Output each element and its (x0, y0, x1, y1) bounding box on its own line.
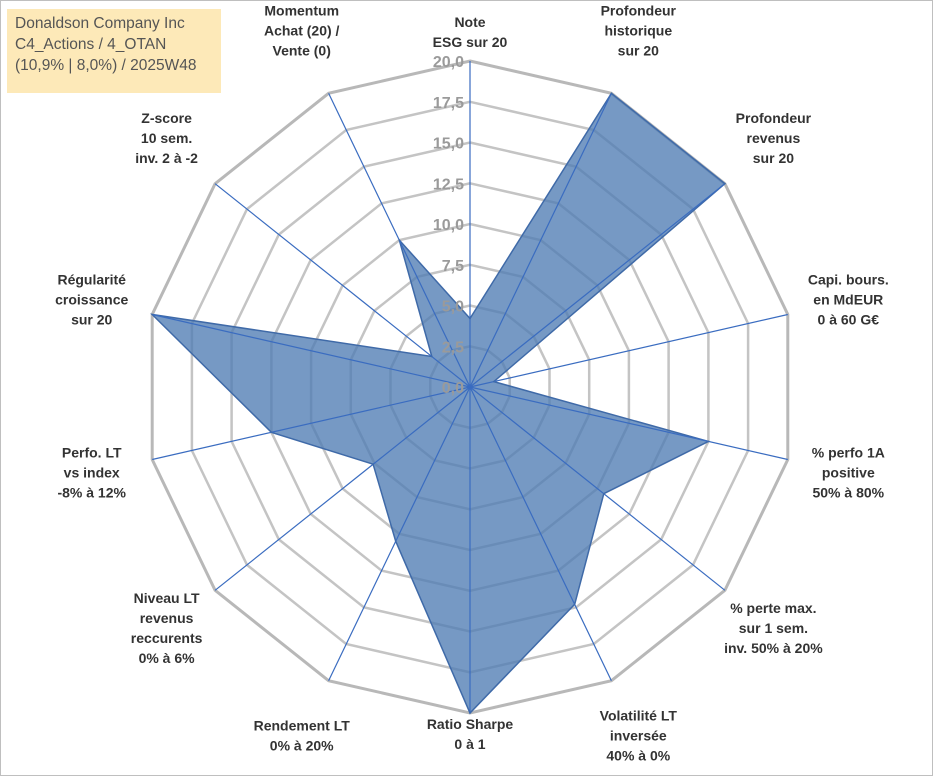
axis-spoke (469, 313, 788, 388)
axis-label-line: historique (604, 22, 672, 38)
axis-label-line: Achat (20) / (264, 22, 340, 38)
category-line: C4_Actions / 4_OTAN (15, 36, 167, 53)
axis-spoke (214, 183, 471, 388)
axis-label-line: sur 1 sem. (739, 620, 808, 636)
axis-label: Ratio Sharpe 0 à 1 (427, 716, 514, 752)
tick-label: 20,0 (433, 54, 464, 71)
axis-label-line: revenus (747, 130, 801, 146)
axis-label: Z-score 10 sem. inv. 2 à -2 (135, 110, 198, 166)
data-point (603, 492, 605, 495)
axis-label-line: 0 à 1 (454, 736, 485, 752)
axis-label: Momentum Achat (20) / Vente (0) (264, 2, 340, 58)
axis-label-line: positive (822, 464, 875, 480)
tick-label: 17,5 (433, 95, 464, 112)
axis-label: Perfo. LT vs index -8% à 12% (57, 444, 126, 500)
axis-label-line: inversée (610, 728, 667, 744)
axis-spoke (469, 93, 612, 388)
info-box: Donaldson Company Inc C4_Actions / 4_OTA… (7, 9, 221, 93)
axis-label-line: 10 sem. (141, 130, 192, 146)
axis-label-line: inv. 2 à -2 (135, 150, 198, 166)
axis-label-line: Niveau LT (134, 590, 200, 606)
data-point (394, 540, 397, 542)
axis-spoke (152, 386, 471, 461)
company-name: Donaldson Company Inc (15, 15, 185, 32)
axis-label-line: Régularité (57, 272, 126, 288)
axis-label-line: 0% à 20% (270, 738, 334, 754)
axis-label: Capi. bours. en MdEUR 0 à 60 G€ (808, 272, 889, 328)
tick-label: 10,0 (433, 217, 464, 234)
axis-label: Rendement LT 0% à 20% (254, 718, 351, 754)
axis-label: % perfo 1A positive 50% à 80% (812, 444, 885, 500)
axis-label-line: Volatilité LT (600, 708, 678, 724)
axis-label-line: Ratio Sharpe (427, 716, 514, 732)
axis-label: Profondeur historique sur 20 (601, 2, 677, 58)
axis-label: Profondeur revenus sur 20 (736, 110, 812, 166)
data-point (493, 380, 495, 383)
tick-label: 12,5 (433, 176, 464, 193)
axis-label-line: % perte max. (730, 600, 816, 616)
axis-label-line: en MdEUR (813, 292, 883, 308)
axis-label-line: 0% à 6% (139, 650, 196, 666)
axis-label-line: sur 20 (753, 150, 794, 166)
tick-label: 5,0 (442, 299, 464, 316)
axis-label-line: croissance (55, 292, 128, 308)
axis-label-line: Z-score (141, 110, 192, 126)
axis-label-line: Momentum (264, 2, 339, 18)
data-point (610, 92, 613, 95)
axis-label-line: Capi. bours. (808, 272, 889, 288)
axis-label-line: Vente (0) (273, 42, 331, 58)
axis-spoke (469, 386, 726, 591)
tick-label: 0,0 (442, 380, 464, 397)
tick-label: 15,0 (433, 136, 464, 153)
axis-label-line: 40% à 0% (606, 748, 670, 764)
axis-spoke (469, 386, 788, 461)
tick-label: 7,5 (442, 258, 464, 275)
axis-spoke (469, 386, 612, 681)
axis-label-line: inv. 50% à 20% (724, 640, 823, 656)
axis-label-line: % perfo 1A (812, 444, 885, 460)
stats-line: (10,9% | 8,0%) / 2025W48 (15, 57, 197, 74)
axis-label-line: sur 20 (618, 42, 659, 58)
data-point (398, 239, 401, 241)
axis-label-line: ESG sur 20 (433, 34, 508, 50)
data-point (469, 317, 471, 320)
axis-label-line: Rendement LT (254, 718, 351, 734)
axis-label-line: Perfo. LT (62, 444, 122, 460)
axis-label-line: -8% à 12% (57, 484, 126, 500)
tick-label: 2,5 (442, 339, 464, 356)
radar-spokes (152, 61, 788, 713)
axis-label: % perte max. sur 1 sem. inv. 50% à 20% (724, 600, 823, 656)
axis-label: Niveau LT revenus reccurents 0% à 6% (131, 590, 203, 666)
axis-spoke (469, 183, 726, 388)
data-point (151, 313, 153, 316)
axis-label-line: sur 20 (71, 312, 112, 328)
data-point (707, 440, 710, 443)
data-point (431, 355, 433, 358)
axis-spoke (328, 386, 471, 681)
axis-label: Volatilité LT inversée 40% à 0% (600, 708, 678, 764)
axis-label-line: Note (454, 14, 485, 30)
axis-label-line: Profondeur (736, 110, 812, 126)
axis-label: Note ESG sur 20 (433, 14, 508, 50)
axis-spoke (214, 386, 471, 591)
axis-label: Régularité croissance sur 20 (55, 272, 128, 328)
data-point (372, 463, 374, 466)
data-point (270, 431, 273, 434)
axis-label-line: 50% à 80% (812, 484, 884, 500)
axis-label-line: 0 à 60 G€ (818, 312, 880, 328)
axis-label-line: vs index (64, 464, 120, 480)
axis-spoke (152, 313, 471, 388)
data-point (573, 603, 576, 606)
axis-label-line: reccurents (131, 630, 203, 646)
axis-label-line: Profondeur (601, 2, 677, 18)
axis-label-line: revenus (140, 610, 194, 626)
data-point (724, 182, 726, 185)
data-point (469, 712, 471, 714)
